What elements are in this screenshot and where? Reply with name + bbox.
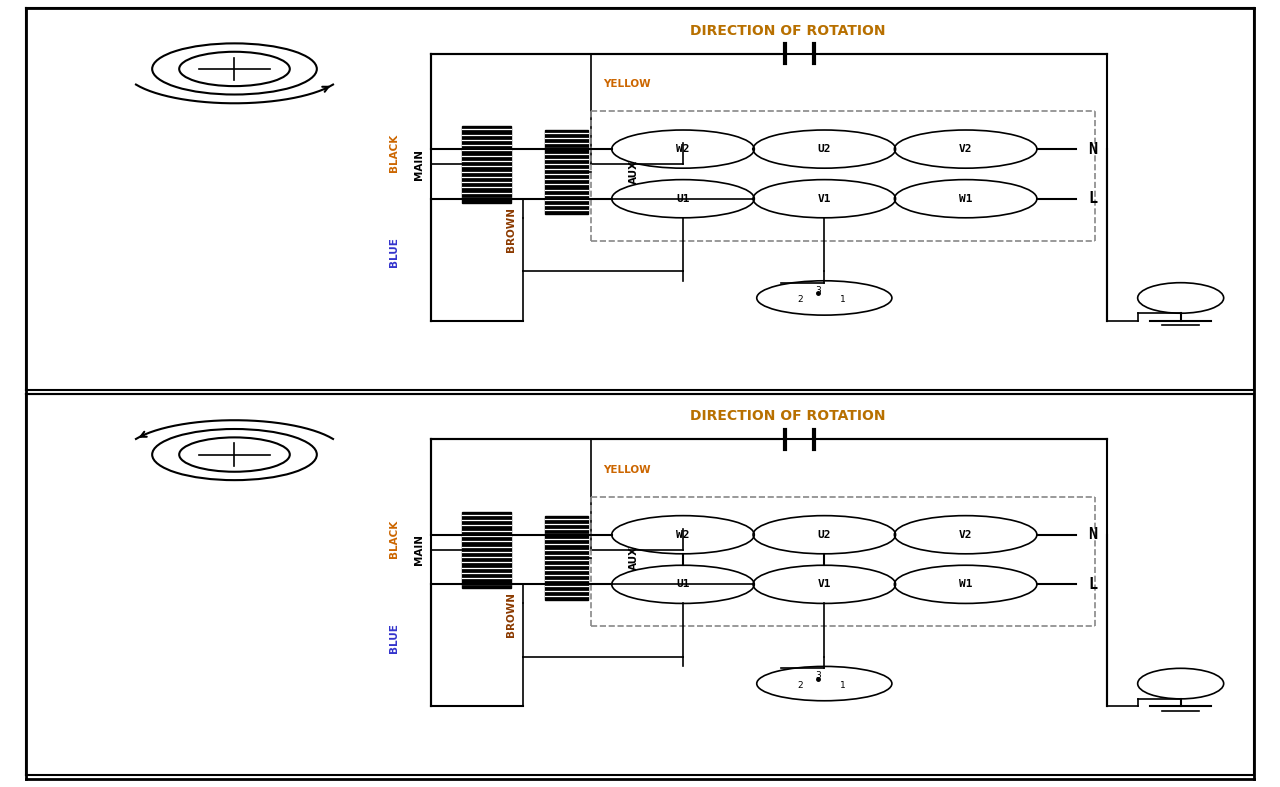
Text: V2: V2 [959, 530, 973, 540]
Text: BLUE: BLUE [389, 237, 399, 267]
Text: U1: U1 [676, 194, 690, 204]
Text: BLUE: BLUE [389, 623, 399, 652]
Text: W1: W1 [959, 579, 973, 589]
Text: 2: 2 [797, 681, 803, 690]
Text: MAIN: MAIN [413, 149, 424, 180]
Text: N: N [1088, 142, 1098, 157]
Bar [545, 130, 588, 214]
Text: 1: 1 [840, 681, 846, 690]
Text: 3: 3 [815, 286, 820, 295]
Text: U2: U2 [818, 144, 831, 154]
Text: V2: V2 [959, 144, 973, 154]
Text: W2: W2 [676, 530, 690, 540]
Text: YELLOW: YELLOW [603, 465, 650, 475]
Bar [545, 515, 588, 600]
Text: 3: 3 [815, 671, 820, 681]
Text: N: N [1088, 527, 1098, 542]
Text: V1: V1 [818, 194, 831, 204]
Text: W2: W2 [676, 144, 690, 154]
Text: DIRECTION OF ROTATION: DIRECTION OF ROTATION [690, 409, 886, 423]
Bar [462, 126, 511, 202]
Text: BROWN: BROWN [506, 207, 516, 252]
Text: U2: U2 [818, 530, 831, 540]
Text: 2: 2 [797, 295, 803, 305]
Text: U1: U1 [676, 579, 690, 589]
Text: BLACK: BLACK [389, 134, 399, 172]
Text: V1: V1 [818, 579, 831, 589]
Text: DIRECTION OF ROTATION: DIRECTION OF ROTATION [690, 24, 886, 38]
Text: AUX: AUX [628, 160, 639, 184]
Text: W1: W1 [959, 194, 973, 204]
Text: L: L [1088, 577, 1098, 592]
Text: BROWN: BROWN [506, 593, 516, 637]
Text: YELLOW: YELLOW [603, 79, 650, 89]
Text: 1: 1 [840, 295, 846, 305]
Text: AUX: AUX [628, 545, 639, 570]
Text: MAIN: MAIN [413, 534, 424, 566]
Text: BLACK: BLACK [389, 519, 399, 558]
Bar [462, 512, 511, 588]
Text: L: L [1088, 191, 1098, 206]
